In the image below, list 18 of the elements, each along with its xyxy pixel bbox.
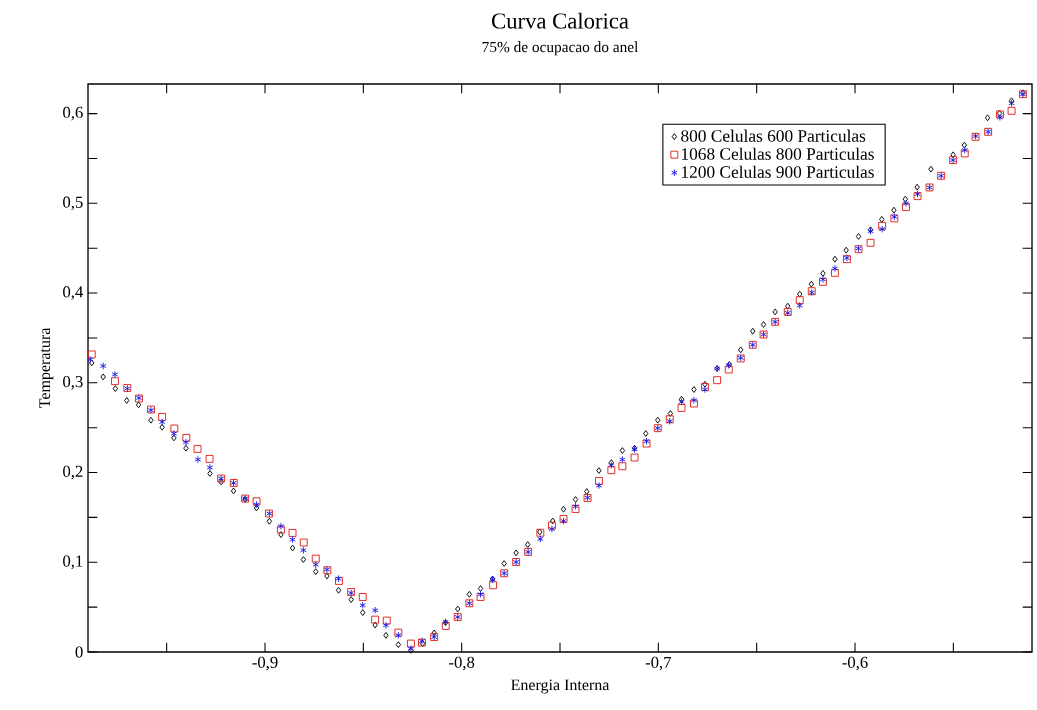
legend-label: 1200 Celulas 900 Particulas (682, 165, 874, 178)
y-tick-label: 0 (75, 646, 83, 658)
y-tick-label: 0,3 (63, 375, 83, 390)
y-tick-label: 0,1 (63, 555, 83, 570)
y-tick-label: 0,5 (63, 196, 83, 211)
chart-title: Curva Calorica (492, 12, 629, 29)
y-tick-label: 0,4 (63, 286, 84, 300)
x-tick-label: -0,9 (252, 656, 278, 671)
x-tick-label: -0,8 (449, 656, 475, 671)
legend-label: 800 Celulas 600 Particulas (681, 129, 866, 142)
x-tick-label: -0,7 (645, 656, 672, 671)
x-tick-label: -0,6 (842, 656, 868, 671)
legend-label: 1068 Celulas 800 Particulas (682, 147, 874, 160)
y-tick-label: 0,6 (63, 106, 83, 121)
y-tick-label: 0,2 (63, 465, 83, 480)
chart-subtitle: 75% de ocupacao do anel (482, 41, 639, 56)
y-axis-title: Temperatura (39, 327, 54, 409)
x-axis-title: Energia Interna (511, 679, 610, 694)
